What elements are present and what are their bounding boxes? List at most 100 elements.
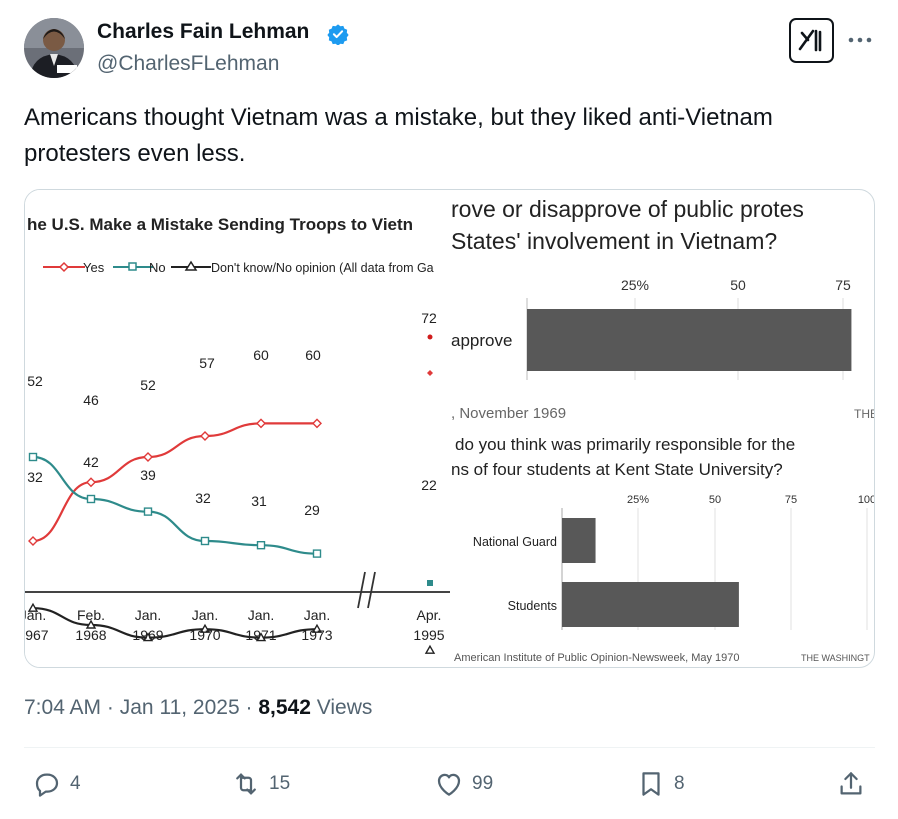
tweet-media[interactable]: he U.S. Make a Mistake Sending Troops to… <box>24 189 875 668</box>
author-name[interactable]: Charles Fain Lehman <box>97 20 310 43</box>
like-button[interactable]: 99 <box>434 766 493 802</box>
dontknow-point <box>255 632 267 642</box>
left-chart-title: he U.S. Make a Mistake Sending Troops to… <box>27 215 413 234</box>
chart2-bar-students <box>562 582 739 627</box>
chart1-credit: THE <box>854 407 875 421</box>
chart2-tick: 25% <box>627 494 649 506</box>
author-handle[interactable]: @CharlesFLehman <box>97 52 280 75</box>
repost-button[interactable]: 15 <box>231 766 290 802</box>
yes-value-label: 57 <box>199 355 215 371</box>
meta-separator: · <box>245 696 253 719</box>
chart1-tick: 75 <box>835 277 851 293</box>
yes-value-label: 60 <box>253 347 269 363</box>
series-line-1 <box>32 455 318 555</box>
no-value-label: 39 <box>140 467 156 483</box>
verified-badge-icon <box>327 24 349 45</box>
x-tick-label: Jan. <box>304 607 330 623</box>
chart1-title-line2: States' involvement in Vietnam? <box>451 228 777 254</box>
dontknow-point <box>199 623 211 633</box>
no-value-label: 29 <box>304 502 320 518</box>
legend-dontknow: Don't know/No opinion (All data from Ga <box>211 261 434 275</box>
no-point <box>312 549 322 558</box>
bookmark-count: 8 <box>674 773 685 794</box>
axis-break <box>357 571 376 609</box>
x-tick-label: Jan. <box>248 607 274 623</box>
yes-value-label: 52 <box>140 377 156 393</box>
reply-count: 4 <box>70 773 81 794</box>
tweet-date[interactable]: Jan 11, 2025 <box>119 696 240 719</box>
yes-value-label: 60 <box>305 347 321 363</box>
share-button[interactable] <box>836 766 866 802</box>
no-value-label: 22 <box>421 477 437 493</box>
x-tick-label: 1967 <box>25 627 49 643</box>
no-point <box>143 507 153 516</box>
x-tick-label: Jan. <box>192 607 218 623</box>
tweet-text: Americans thought Vietnam was a mistake,… <box>24 104 773 167</box>
reply-icon <box>35 773 59 797</box>
yes-point <box>200 431 210 441</box>
yes-point <box>143 452 153 462</box>
right-bar-chart-1: rove or disapprove of public protes Stat… <box>427 196 875 422</box>
chart1-source: , November 1969 <box>451 405 566 422</box>
chart1-tick: 50 <box>730 277 746 293</box>
repost-count: 15 <box>269 773 291 794</box>
repost-icon <box>236 773 256 795</box>
yes-point-1995 <box>427 370 433 376</box>
x-tick-label: Apr. <box>417 607 442 623</box>
like-count: 99 <box>472 773 494 794</box>
chart1-marker <box>427 334 433 340</box>
left-line-chart: he U.S. Make a Mistake Sending Troops to… <box>25 190 450 667</box>
chart2-bar-national-guard <box>562 518 596 563</box>
divider <box>24 747 875 748</box>
no-point <box>28 452 38 462</box>
right-bar-chart-2: do you think was primarily responsible f… <box>451 435 875 664</box>
no-value-label: 42 <box>83 454 99 470</box>
chart2-tick: 75 <box>785 494 797 506</box>
grok-icon <box>798 29 822 52</box>
yes-point <box>256 418 266 429</box>
tweet-time[interactable]: 7:04 AM <box>24 696 102 719</box>
heart-icon <box>437 773 461 796</box>
chart2-title-line1: do you think was primarily responsible f… <box>455 435 795 454</box>
views-label: Views <box>316 696 373 719</box>
dontknow-point <box>27 602 39 612</box>
x-tick-label: Feb. <box>77 607 105 623</box>
dontknow-point <box>85 619 97 629</box>
x-tick-label: 1971 <box>245 627 276 643</box>
x-tick-label: Jan. <box>25 607 46 623</box>
tweet-meta: 7:04 AM · Jan 11, 2025 · 8,542 Views <box>24 696 372 720</box>
chart2-tick: 100 <box>858 494 875 506</box>
chart2-bar-label: National Guard <box>473 535 557 549</box>
chart2-tick: 50 <box>709 494 721 506</box>
avatar[interactable] <box>24 18 84 78</box>
dontknow-point <box>142 632 154 642</box>
no-value-label: 32 <box>195 490 211 506</box>
series-line-2 <box>32 607 318 639</box>
chart2-source: American Institute of Public Opinion-New… <box>454 652 740 664</box>
yes-point <box>312 418 322 429</box>
yes-value-label: 46 <box>83 392 99 408</box>
bookmark-button[interactable]: 8 <box>636 766 685 802</box>
views-count: 8,542 <box>258 696 311 719</box>
grok-button[interactable] <box>789 18 834 63</box>
legend-no: No <box>149 260 166 275</box>
yes-point <box>28 536 38 546</box>
chart2-credit: THE WASHINGT <box>801 653 870 663</box>
x-tick-label: 1973 <box>301 627 332 643</box>
chart1-title-line1: rove or disapprove of public protes <box>451 196 804 222</box>
chart2-title-line2: ns of four students at Kent State Univer… <box>451 460 783 479</box>
x-tick-label: 1970 <box>189 627 220 643</box>
reply-button[interactable]: 4 <box>32 766 81 802</box>
legend-yes: Yes <box>83 260 105 275</box>
no-value-label: 52 <box>27 373 43 389</box>
no-point <box>256 541 266 550</box>
yes-value-label: 32 <box>27 469 43 485</box>
x-tick-label: 1969 <box>132 627 163 643</box>
more-icon[interactable] <box>845 30 875 50</box>
left-chart-legend: Yes No Don't know/No opinion (All data f… <box>43 260 434 275</box>
chart2-bar-label: Students <box>508 599 557 613</box>
bookmark-icon <box>642 772 660 796</box>
no-value-label: 31 <box>251 493 267 509</box>
share-icon <box>840 772 862 795</box>
yes-value-label: 72 <box>421 310 437 326</box>
